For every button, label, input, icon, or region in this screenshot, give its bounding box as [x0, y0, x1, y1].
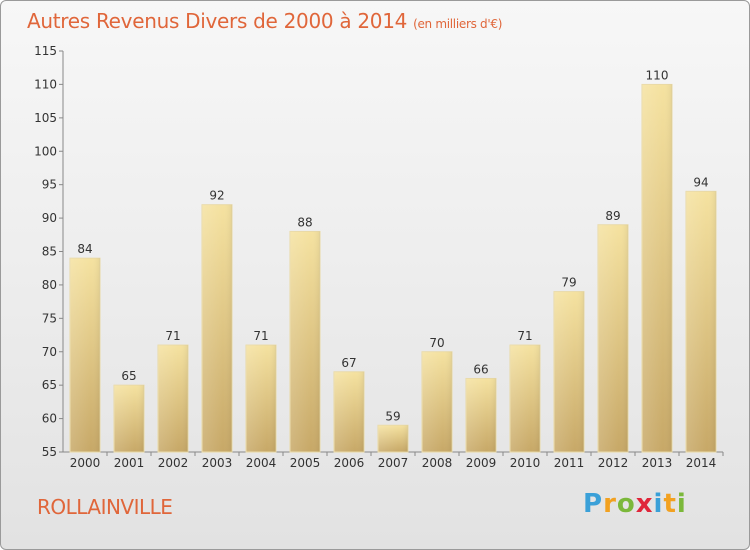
- y-tick-label: 55: [42, 445, 57, 459]
- bar-value-label: 71: [517, 329, 532, 343]
- logo-letter: P: [583, 489, 604, 519]
- x-tick-label: 2005: [290, 456, 321, 470]
- x-tick-label: 2009: [466, 456, 497, 470]
- bar-value-label: 89: [605, 209, 620, 223]
- chart-title-text: Autres Revenus Divers de 2000 à 2014: [27, 9, 408, 33]
- bar-shade-2002: [158, 345, 188, 452]
- bar-shade-2005: [290, 231, 320, 452]
- bar-shade-2008: [422, 351, 452, 452]
- bar-shade-2006: [334, 371, 364, 452]
- bar-shade-2010: [510, 345, 540, 452]
- x-tick-label: 2013: [642, 456, 673, 470]
- x-tick-label: 2010: [510, 456, 541, 470]
- bar-shade-2009: [466, 378, 496, 452]
- bar-shade-2011: [554, 291, 584, 452]
- logo-letter: r: [603, 489, 617, 519]
- bar-value-label: 88: [297, 215, 312, 229]
- y-tick-label: 85: [42, 245, 57, 259]
- bar-shade-2001: [114, 385, 144, 452]
- x-tick-label: 2012: [598, 456, 629, 470]
- x-tick-label: 2011: [554, 456, 585, 470]
- y-tick-label: 90: [42, 211, 57, 225]
- bar-shade-2007: [378, 425, 408, 452]
- logo-letter: x: [635, 489, 654, 519]
- bar-value-label: 65: [121, 369, 136, 383]
- y-tick-label: 115: [34, 44, 57, 58]
- bar-value-label: 59: [385, 409, 400, 423]
- bar-value-label: 110: [646, 68, 669, 82]
- commune-name: ROLLAINVILLE: [37, 495, 173, 519]
- logo-letter: i: [653, 489, 664, 519]
- x-tick-label: 2002: [158, 456, 189, 470]
- proxiti-logo: Proxiti: [583, 489, 687, 519]
- bar-shade-2003: [202, 204, 232, 452]
- bar-shade-2013: [642, 84, 672, 453]
- bar-shade-2014: [686, 191, 716, 452]
- x-tick-label: 2007: [378, 456, 409, 470]
- y-tick-label: 110: [34, 77, 57, 91]
- bar-value-label: 92: [209, 189, 224, 203]
- x-tick-label: 2004: [246, 456, 277, 470]
- logo-letter: i: [676, 489, 687, 519]
- chart-subtitle: (en milliers d'€): [413, 17, 503, 31]
- x-tick-label: 2003: [202, 456, 233, 470]
- y-tick-label: 65: [42, 378, 57, 392]
- bar-value-label: 79: [561, 276, 576, 290]
- y-tick-label: 70: [42, 345, 57, 359]
- bar-shade-2000: [70, 258, 100, 452]
- logo-letter: t: [663, 489, 677, 519]
- logo-letter: o: [616, 489, 636, 519]
- bar-shade-2012: [598, 224, 628, 452]
- y-tick-label: 95: [42, 178, 57, 192]
- y-tick-label: 80: [42, 278, 57, 292]
- y-tick-label: 105: [34, 111, 57, 125]
- bar-value-label: 70: [429, 336, 444, 350]
- y-tick-label: 75: [42, 311, 57, 325]
- x-tick-label: 2006: [334, 456, 365, 470]
- chart-title: Autres Revenus Divers de 2000 à 2014 (en …: [27, 9, 502, 33]
- x-tick-label: 2000: [70, 456, 101, 470]
- x-tick-label: 2014: [686, 456, 717, 470]
- bar-value-label: 94: [693, 175, 708, 189]
- bar-value-label: 71: [253, 329, 268, 343]
- x-tick-label: 2008: [422, 456, 453, 470]
- bar-shade-2004: [246, 345, 276, 452]
- bar-value-label: 66: [473, 362, 488, 376]
- bar-value-label: 84: [77, 242, 92, 256]
- y-tick-label: 60: [42, 412, 57, 426]
- x-tick-label: 2001: [114, 456, 145, 470]
- bar-value-label: 67: [341, 356, 356, 370]
- y-tick-label: 100: [34, 144, 57, 158]
- bar-value-label: 71: [165, 329, 180, 343]
